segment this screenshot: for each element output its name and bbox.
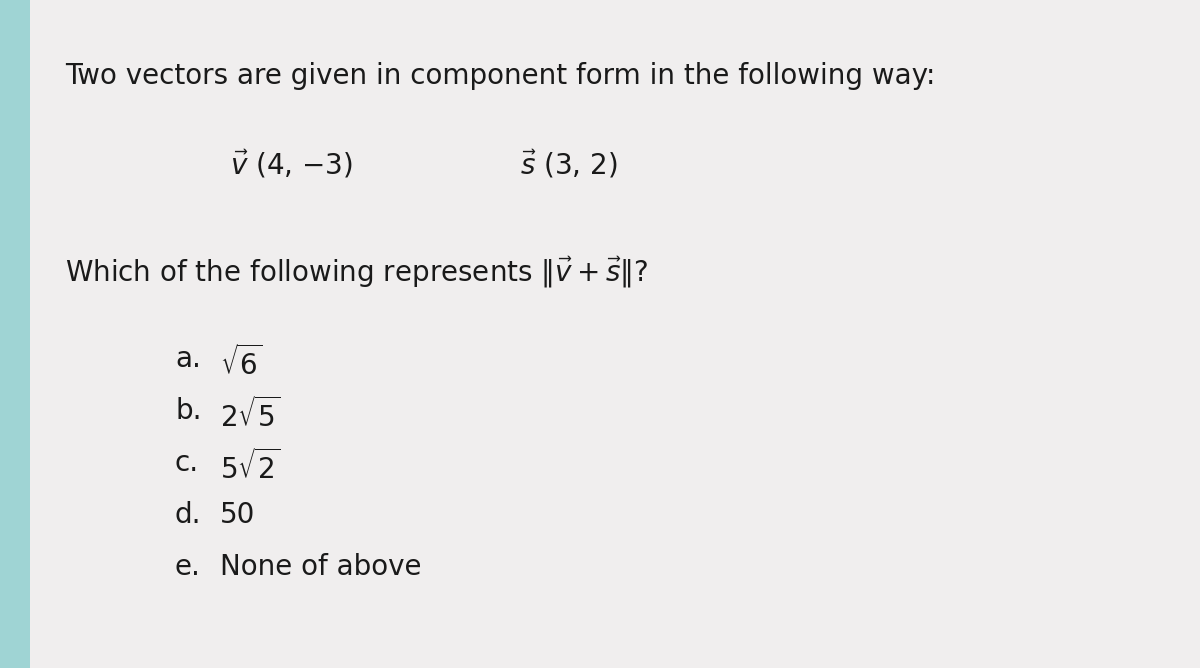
Text: $\vec{s}$ (3, 2): $\vec{s}$ (3, 2) [520, 148, 618, 180]
Text: Two vectors are given in component form in the following way:: Two vectors are given in component form … [65, 62, 935, 90]
Text: a.: a. [175, 345, 200, 373]
Text: $5\sqrt{2}$: $5\sqrt{2}$ [220, 449, 281, 485]
Text: Which of the following represents $\|\vec{v} + \vec{s}\|$?: Which of the following represents $\|\ve… [65, 255, 648, 290]
Bar [0, 0, 30, 668]
Text: c.: c. [175, 449, 199, 477]
Text: d.: d. [175, 501, 202, 529]
Text: 50: 50 [220, 501, 256, 529]
Text: $\vec{v}$ (4, −3): $\vec{v}$ (4, −3) [230, 148, 353, 180]
Text: b.: b. [175, 397, 202, 425]
Text: $2\sqrt{5}$: $2\sqrt{5}$ [220, 397, 281, 433]
Text: $\sqrt{6}$: $\sqrt{6}$ [220, 345, 263, 381]
Text: None of above: None of above [220, 553, 421, 581]
Text: e.: e. [175, 553, 200, 581]
